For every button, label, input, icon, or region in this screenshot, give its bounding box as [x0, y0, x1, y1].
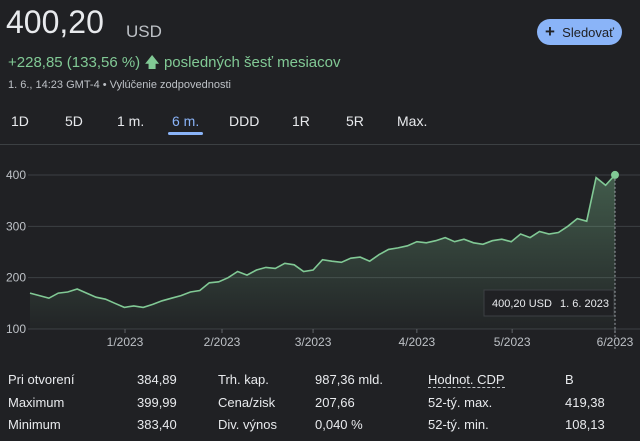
x-tick-label: 4/2023	[399, 335, 436, 349]
tab[interactable]: 1D	[11, 113, 29, 129]
stat-value: B	[565, 372, 574, 387]
x-tick-label: 1/2023	[107, 335, 144, 349]
stat-value: 399,99	[137, 395, 177, 410]
stat-value: 419,38	[565, 395, 605, 410]
line	[29, 174, 616, 309]
tab[interactable]: DDD	[229, 113, 260, 129]
x-tick-label: 2/2023	[204, 335, 241, 349]
stat-label: Cena/zisk	[218, 395, 276, 410]
change-value: +228,85 (133,56 %)	[8, 54, 141, 71]
stat-label: Maximum	[8, 395, 65, 410]
y-tick-label: 200	[6, 271, 26, 285]
stat-label: Hodnot. CDP	[428, 372, 505, 388]
tooltip-date: 1. 6. 2023	[560, 298, 609, 310]
stat-label: Pri otvorení	[8, 372, 75, 387]
stat-value: 108,13	[565, 417, 605, 432]
stat-label: Trh. kap.	[218, 372, 269, 387]
stat-label: Minimum	[8, 417, 61, 432]
divider	[0, 144, 640, 145]
meta: 1. 6., 14:23 GMT-4 • Vylúčenie zodpovedn…	[8, 79, 231, 91]
x-tick-label: 6/2023	[597, 335, 634, 349]
area	[30, 174, 615, 329]
y-tick-label: 400	[6, 168, 26, 182]
plus-icon: +	[544, 22, 555, 41]
tab[interactable]: 5R	[346, 113, 364, 129]
stat-value: 383,40	[137, 417, 177, 432]
tab[interactable]: 6 m.	[172, 113, 200, 129]
currency: USD	[126, 22, 162, 41]
up-arrow: 🡅	[144, 54, 160, 71]
stat-value: 207,66	[315, 395, 355, 410]
x-tick-label: 3/2023	[295, 335, 332, 349]
tooltip	[483, 289, 615, 317]
last-point	[611, 170, 619, 179]
chart: 100 200 300 400 1/2023 2/2023 3/2023 4/2023 5/20…	[6, 168, 640, 350]
tab[interactable]: 1R	[292, 113, 310, 129]
y-tick-label: 300	[6, 219, 26, 233]
stat-label: Div. výnos	[218, 417, 277, 432]
stat-value: 0,040 %	[315, 417, 363, 432]
tab[interactable]: 5D	[65, 113, 83, 129]
change-period: posledných šesť mesiacov	[163, 54, 341, 71]
stat-label: 52-tý. min.	[428, 417, 489, 432]
stat-value: 384,89	[137, 372, 177, 387]
stat-value: 987,36 mld.	[315, 372, 383, 387]
tab[interactable]: 1 m.	[117, 113, 145, 129]
tab-underline	[168, 132, 203, 135]
change: +228,85 (133,56 %) 🡅 posledných šesť mes…	[8, 52, 341, 77]
price: 400,20	[6, 4, 104, 40]
x-tick-label: 5/2023	[494, 335, 531, 349]
tooltip-value: 400,20 USD	[492, 298, 552, 310]
tab[interactable]: Max.	[397, 113, 428, 129]
y-tick-label: 100	[6, 322, 26, 336]
stat-label: 52-tý. max.	[428, 395, 493, 410]
follow-button[interactable]: + Sledovať	[537, 19, 622, 45]
button-label: Sledovať	[562, 25, 615, 40]
